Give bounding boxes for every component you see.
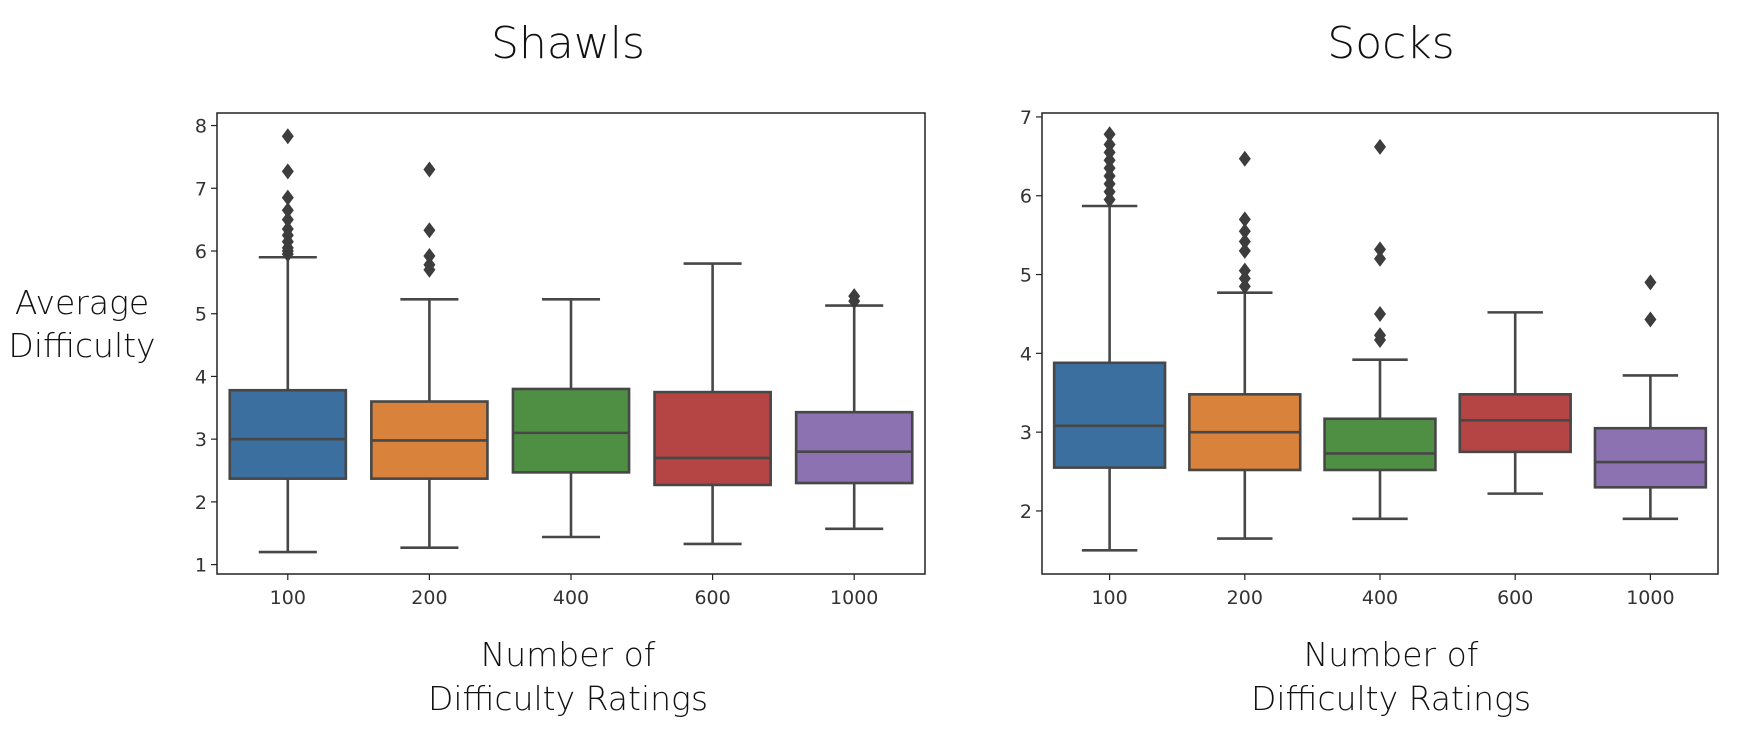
plot-area-shawls: 1 2 3 4 5 6 7 8 100 200 400 600 1000 bbox=[195, 112, 926, 609]
x-tick-label: 400 bbox=[1362, 587, 1398, 609]
x-axis-label-line-1: Number of bbox=[481, 635, 656, 674]
plot-area-socks: 2 3 4 5 6 7 100 200 400 600 1000 bbox=[1020, 107, 1719, 609]
box-iqr bbox=[1593, 426, 1708, 489]
y-tick-label: 5 bbox=[195, 304, 207, 326]
y-tick-label: 3 bbox=[1020, 422, 1032, 444]
outlier-point bbox=[423, 161, 436, 178]
x-tick-label: 200 bbox=[411, 587, 447, 609]
outlier-point bbox=[423, 222, 436, 239]
box-iqr bbox=[1323, 417, 1437, 472]
box-iqr bbox=[511, 387, 631, 474]
y-tick-label: 3 bbox=[195, 429, 207, 451]
outlier-point bbox=[1103, 136, 1116, 153]
outlier-point bbox=[1103, 126, 1116, 143]
outlier-point bbox=[423, 248, 436, 265]
outlier-point bbox=[1238, 262, 1251, 279]
x-tick-label: 200 bbox=[1227, 587, 1263, 609]
y-tick-label: 6 bbox=[195, 241, 207, 263]
y-tick-label: 7 bbox=[195, 178, 207, 200]
outlier-point bbox=[1238, 242, 1251, 259]
y-tick-label: 1 bbox=[195, 555, 207, 577]
outlier-point bbox=[281, 163, 294, 180]
x-axis-label-line-2: Difficulty Ratings bbox=[428, 679, 708, 718]
x-tick-label: 1000 bbox=[830, 587, 878, 609]
x-tick-label: 600 bbox=[694, 587, 730, 609]
y-tick-label: 6 bbox=[1020, 186, 1032, 208]
x-tick-label: 1000 bbox=[1626, 587, 1674, 609]
outlier-point bbox=[281, 211, 294, 228]
outlier-point bbox=[1374, 250, 1386, 267]
box-iqr bbox=[794, 410, 914, 485]
y-tick-label: 2 bbox=[1020, 501, 1032, 523]
y-tick-label: 2 bbox=[195, 492, 207, 514]
x-tick-label: 100 bbox=[1091, 587, 1127, 609]
outlier-point bbox=[1238, 150, 1251, 167]
y-tick-label: 4 bbox=[1020, 343, 1032, 365]
outlier-point bbox=[1374, 241, 1386, 258]
outlier-point bbox=[1374, 138, 1386, 155]
outlier-point bbox=[281, 128, 294, 145]
outlier-point bbox=[1374, 327, 1386, 344]
x-axis-label-line-1: Number of bbox=[1304, 635, 1479, 674]
x-tick-label: 400 bbox=[553, 587, 589, 609]
y-axis-label-line-2: Difficulty bbox=[8, 326, 155, 365]
outlier-point bbox=[281, 202, 294, 219]
x-axis-label-line-2: Difficulty Ratings bbox=[1251, 679, 1531, 718]
outlier-point bbox=[423, 256, 436, 273]
y-tick-label: 5 bbox=[1020, 265, 1032, 287]
y-axis-label-line-1: Average bbox=[15, 283, 149, 322]
outlier-point bbox=[1238, 223, 1251, 240]
y-tick-label: 7 bbox=[1020, 107, 1032, 129]
outlier-point bbox=[1644, 274, 1657, 291]
panel-socks: Socks Number of Difficulty Ratings 2 3 4 5 6… bbox=[1020, 18, 1719, 718]
y-tick-label: 8 bbox=[195, 116, 207, 138]
box-iqr bbox=[1052, 361, 1167, 469]
outlier-point bbox=[281, 221, 294, 238]
outlier-point bbox=[1374, 305, 1386, 322]
outlier-point bbox=[281, 189, 294, 206]
x-tick-label: 100 bbox=[270, 587, 306, 609]
outlier-point bbox=[1238, 233, 1251, 250]
panel-shawls: Shawls Number of Difficulty Ratings 1 2 3 4… bbox=[195, 18, 926, 718]
box-iqr bbox=[228, 388, 348, 480]
outlier-point bbox=[848, 288, 861, 305]
outlier-point bbox=[1644, 311, 1657, 328]
y-tick-label: 4 bbox=[195, 366, 207, 388]
chart-title: Shawls bbox=[491, 18, 645, 69]
box-iqr bbox=[653, 390, 772, 487]
chart-title: Socks bbox=[1327, 18, 1454, 69]
box-iqr bbox=[1458, 393, 1572, 454]
x-tick-label: 600 bbox=[1497, 587, 1533, 609]
outlier-point bbox=[1238, 211, 1251, 228]
